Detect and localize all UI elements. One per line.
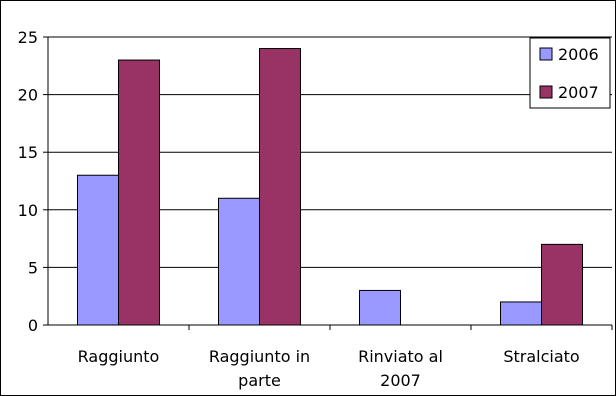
bars — [77, 48, 583, 326]
y-tick-label: 15 — [18, 143, 38, 162]
bar-2007-1 — [259, 48, 301, 326]
legend-label-2006: 2006 — [558, 45, 599, 64]
bar-2007-0 — [118, 59, 160, 326]
y-tick-label: 25 — [18, 28, 38, 47]
x-category-label: Rinviato al — [358, 347, 443, 366]
bar-2006-1 — [218, 197, 260, 326]
bar-2006-3 — [500, 301, 542, 326]
bar-2006-0 — [77, 174, 119, 326]
legend-label-2007: 2007 — [558, 83, 599, 102]
y-axis-ticks: 0 5 10 15 20 25 — [18, 28, 48, 335]
bar-2007-3 — [541, 243, 583, 326]
x-category-label: 2007 — [380, 371, 421, 390]
legend-swatch-2007 — [539, 85, 553, 99]
axes — [47, 37, 613, 330]
x-axis-labels: Raggiunto Raggiunto in parte Rinviato al 200… — [78, 347, 580, 390]
x-category-label: Raggiunto — [78, 347, 160, 366]
legend: 2006 2007 — [529, 37, 611, 109]
y-tick-label: 0 — [28, 316, 38, 335]
x-category-label: Stralciato — [503, 347, 579, 366]
legend-swatch-2006 — [539, 47, 553, 61]
x-category-label: Raggiunto in — [209, 347, 310, 366]
x-category-label: parte — [238, 371, 281, 390]
bar-2006-2 — [359, 289, 401, 326]
y-tick-label: 5 — [28, 258, 38, 277]
y-tick-label: 20 — [18, 86, 38, 105]
y-tick-label: 10 — [18, 201, 38, 220]
